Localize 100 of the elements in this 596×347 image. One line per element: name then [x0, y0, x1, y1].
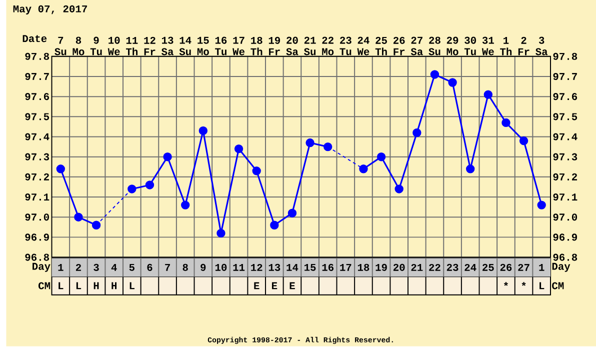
- y2-tick-label: 96.9: [553, 233, 577, 241]
- x-tick-label: 12 Fr: [144, 36, 156, 56]
- y2-tick-label: 96.8: [553, 254, 578, 261]
- text: 14: [286, 264, 298, 271]
- text: *: [504, 282, 508, 286]
- point: [198, 126, 208, 135]
- x-tick-label: 23 Tu: [340, 36, 352, 56]
- x-tick-label: 13 Sa: [161, 36, 174, 56]
- x-tick-label: 18 Th: [250, 36, 262, 56]
- point: [484, 90, 493, 99]
- text: H: [94, 282, 99, 289]
- x-tick-label: 16 Tu: [215, 36, 227, 56]
- point: [359, 164, 368, 174]
- text: 5: [129, 264, 134, 271]
- y2-tick-label: 97.1: [553, 193, 578, 200]
- text: 10: [215, 264, 227, 271]
- text: H: [112, 282, 117, 289]
- text: L: [130, 282, 134, 289]
- point: [216, 228, 226, 238]
- x-tick-label: 22 Mo: [322, 36, 334, 56]
- y-tick-label: 96.8: [25, 254, 50, 261]
- x-tick-label: 9 Tu: [90, 36, 102, 56]
- point: [128, 184, 136, 194]
- text: 1: [58, 264, 64, 271]
- y2-tick-label: 97.7: [553, 72, 577, 80]
- y-tick-label: 97.7: [25, 72, 49, 80]
- text: 24: [464, 264, 476, 271]
- text: 7: [165, 264, 170, 271]
- text: 25: [482, 264, 494, 271]
- point: [448, 78, 457, 87]
- point: [288, 208, 297, 218]
- text: 17: [340, 264, 352, 271]
- y2-tick-label: 97.4: [553, 133, 578, 140]
- y-tick-label: CM: [38, 282, 50, 290]
- point: [306, 138, 314, 147]
- text: 18: [358, 264, 370, 271]
- text: L: [540, 282, 544, 289]
- x-tick-label: 27 Sa: [410, 36, 423, 56]
- y-tick-label: 97.2: [25, 173, 49, 180]
- x-tick-label: 8 Mo: [72, 36, 84, 56]
- x-tick-label: 15 Mo: [197, 36, 209, 56]
- text: 4: [111, 264, 117, 271]
- text: 16: [322, 264, 334, 271]
- point: [74, 212, 83, 222]
- y-tick-label: 97.4: [25, 133, 50, 140]
- point: [376, 152, 386, 162]
- point: [502, 118, 510, 127]
- text: 19: [376, 264, 387, 271]
- x-tick-label: 26 Fr: [393, 36, 405, 56]
- y-tick-label: 97.5: [25, 112, 50, 120]
- x-tick-label: 3 Sa: [536, 36, 548, 56]
- text: 23: [446, 264, 458, 271]
- x-tick-label: 2 Fr: [518, 36, 530, 56]
- x-tick-label: 1 Th: [500, 36, 512, 56]
- point: [430, 70, 440, 79]
- y2-tick-label: CM: [552, 282, 564, 290]
- y2-tick-label: 97.5: [553, 112, 578, 120]
- y2-tick-label: Day: [552, 262, 570, 272]
- y2-tick-label: 97.0: [553, 213, 578, 220]
- y2-tick-label: 97.6: [553, 92, 578, 100]
- text: E: [254, 282, 260, 289]
- point: [145, 180, 154, 190]
- text: L: [58, 282, 64, 289]
- text: 21: [411, 264, 423, 271]
- point: [180, 200, 190, 210]
- text: L: [76, 282, 82, 289]
- x-tick-label: 28 Su: [428, 36, 440, 56]
- x-tick-label: 25 Th: [375, 36, 387, 56]
- x-tick-label: 7 Su: [54, 36, 66, 56]
- point: [234, 144, 244, 153]
- x-tick-label: 21 Su: [304, 36, 316, 56]
- x-tick-label: 20 Sa: [286, 36, 298, 56]
- y-tick-label: 97.3: [25, 153, 50, 160]
- text: 9: [200, 264, 206, 271]
- point: [92, 220, 101, 230]
- point: [466, 164, 475, 174]
- x-tick-label: 31 We: [482, 36, 494, 56]
- y-tick-label: 96.9: [25, 233, 49, 241]
- text: 2: [76, 264, 81, 271]
- point: [163, 152, 172, 162]
- text: 3: [94, 264, 99, 271]
- text: 20: [393, 264, 405, 271]
- text: 27: [518, 264, 530, 271]
- x-tick-label: 11 Th: [126, 36, 138, 56]
- text: 22: [429, 264, 440, 271]
- text: 13: [268, 264, 280, 271]
- text: 15: [304, 264, 316, 271]
- x-tick-label: 19 Fr: [268, 36, 280, 56]
- point: [252, 166, 261, 176]
- x-tick-label: 29 Mo: [446, 36, 458, 56]
- y-tick-label: 97.8: [25, 52, 50, 60]
- point: [323, 142, 332, 151]
- point: [412, 128, 422, 137]
- point: [270, 220, 279, 230]
- text: E: [290, 282, 295, 289]
- y-tick-label: 97.1: [25, 193, 50, 200]
- x-axis-title: Date: [22, 34, 47, 42]
- y2-tick-label: 97.2: [553, 173, 578, 180]
- text: E: [272, 282, 278, 289]
- text: 26: [500, 264, 512, 271]
